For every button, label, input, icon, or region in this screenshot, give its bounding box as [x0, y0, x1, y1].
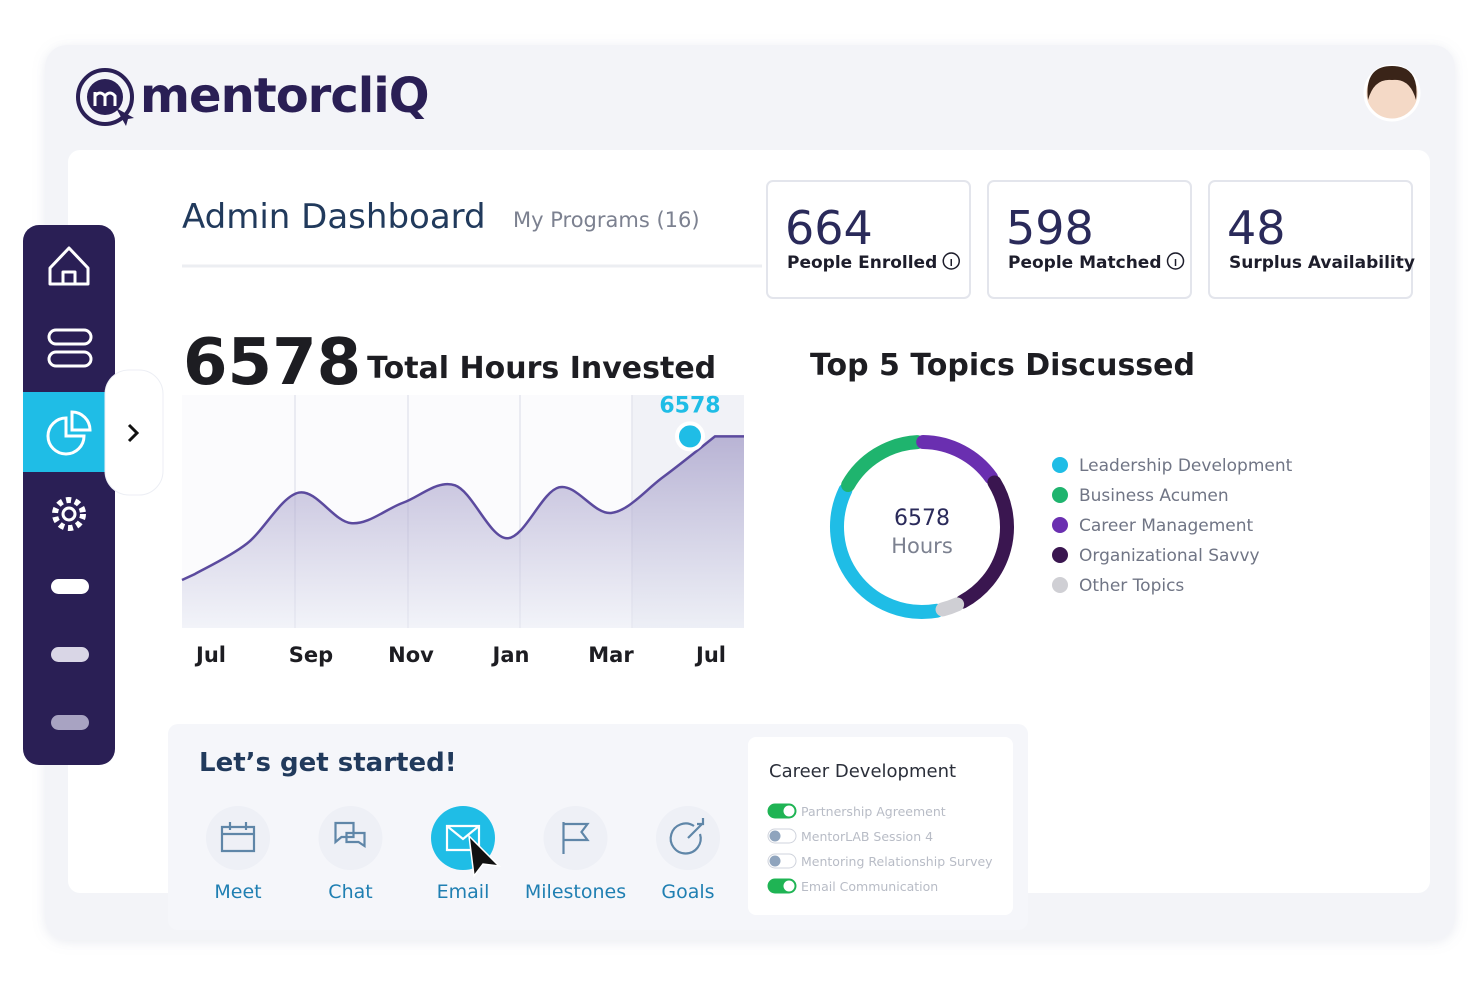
sidebar-pill[interactable] [51, 715, 89, 730]
legend-label: Leadership Development [1079, 456, 1293, 476]
action-label: Email [437, 881, 490, 903]
donut-center-label: Hours [891, 534, 953, 558]
sidebar-pill[interactable] [51, 647, 89, 662]
logo-glyph [93, 91, 117, 106]
get-started-title: Let’s get started! [199, 748, 457, 778]
action-label: Goals [661, 881, 714, 903]
analytics-icon[interactable] [46, 410, 92, 456]
avatar-hair [1367, 66, 1417, 100]
stat-label: People Enrolled [787, 253, 937, 273]
sidebar-toggle[interactable] [104, 369, 164, 496]
sidebar [23, 225, 115, 765]
donut-segment [955, 475, 1014, 609]
home-icon[interactable] [48, 246, 90, 286]
action-button[interactable] [206, 806, 270, 870]
action-label: Meet [214, 881, 261, 903]
donut-center-value: 6578 [894, 506, 950, 531]
list-icon[interactable] [47, 328, 93, 346]
stat-card [766, 180, 971, 299]
logo-ring [76, 68, 134, 126]
settings-icon-hub [61, 506, 77, 522]
sidebar-active [23, 392, 105, 472]
x-tick-label: Sep [289, 643, 333, 667]
x-tick-label: Nov [388, 643, 434, 667]
donut-segment [916, 435, 999, 485]
mouse-cursor [467, 833, 502, 878]
donut-segment [935, 597, 965, 617]
legend-swatch [1052, 577, 1068, 593]
action-glyph [334, 821, 366, 849]
toggle-knob [769, 830, 781, 842]
legend-label: Business Acumen [1079, 486, 1229, 506]
chevron-icon [127, 423, 140, 443]
action-glyph [562, 822, 590, 854]
donut-segment [830, 483, 944, 619]
action-icon [562, 822, 590, 854]
action-label: Chat [328, 881, 372, 903]
toggle-knob [783, 805, 795, 817]
legend-label: Other Topics [1079, 576, 1184, 596]
legend-swatch [1052, 487, 1068, 503]
settings-icon[interactable] [52, 497, 86, 531]
sidebar-pill[interactable] [51, 579, 89, 594]
career-item: MentorLAB Session 4 [801, 829, 933, 844]
peak-label: 6578 [659, 393, 720, 418]
stat-value: 664 [785, 201, 873, 255]
line-chart-title: Total Hours Invested [367, 351, 716, 386]
line-series [181, 435, 744, 582]
stat-label: Surplus Availability [1229, 253, 1415, 273]
career-item: Partnership Agreement [801, 804, 946, 819]
legend-swatch [1052, 547, 1068, 563]
logo-text: mentorcliQ [140, 68, 429, 124]
toggle-knob [783, 880, 795, 892]
programs-link[interactable]: My Programs (16) [513, 208, 700, 232]
stat-card [1208, 180, 1413, 299]
donut-segment [841, 435, 925, 493]
legend-swatch [1052, 457, 1068, 473]
donut-title: Top 5 Topics Discussed [810, 348, 1195, 383]
total-hours-value: 6578 [183, 326, 361, 400]
action-icon [334, 821, 366, 849]
peak-marker [675, 421, 705, 452]
info-icon[interactable] [1166, 252, 1185, 270]
action-glyph [669, 818, 705, 855]
x-tick-label: Jul [694, 643, 726, 667]
stat-value: 598 [1006, 201, 1094, 255]
career-item: Email Communication [801, 879, 938, 894]
list-icon[interactable] [47, 350, 93, 368]
stat-card [987, 180, 1192, 299]
x-tick-label: Jul [194, 643, 226, 667]
stat-value: 48 [1227, 201, 1286, 255]
content-panel [68, 150, 1430, 893]
career-item: Mentoring Relationship Survey [801, 854, 993, 869]
career-title: Career Development [769, 761, 956, 782]
toggle-knob [769, 855, 781, 867]
info-icon[interactable] [942, 252, 960, 270]
legend-label: Career Management [1079, 516, 1254, 536]
page-title: Admin Dashboard [182, 197, 486, 237]
logo-cursor [116, 108, 134, 126]
stat-label: People Matched [1008, 253, 1162, 273]
legend-label: Organizational Savvy [1079, 546, 1260, 566]
action-icon [220, 822, 256, 853]
action-glyph [220, 822, 256, 853]
career-card [748, 737, 1013, 915]
x-tick-label: Mar [588, 643, 634, 667]
line-area [182, 436, 744, 628]
legend-swatch [1052, 517, 1068, 533]
action-button[interactable] [543, 806, 608, 870]
action-label: Milestones [525, 881, 626, 903]
action-icon [669, 818, 705, 855]
x-tick-label: Jan [491, 643, 530, 667]
